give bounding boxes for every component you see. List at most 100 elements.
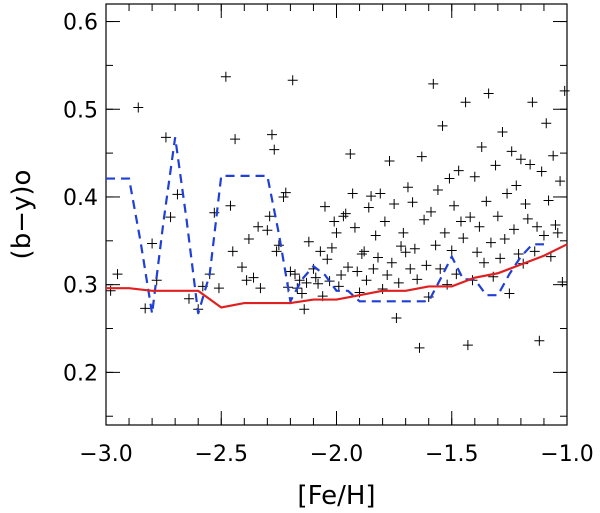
data-point xyxy=(375,188,386,199)
data-point xyxy=(301,277,312,288)
data-point xyxy=(278,191,289,202)
data-point xyxy=(527,97,538,108)
data-point xyxy=(273,240,284,251)
data-point xyxy=(476,141,487,152)
data-point xyxy=(426,206,437,217)
data-point xyxy=(499,234,510,245)
data-point xyxy=(310,272,321,283)
data-point xyxy=(465,212,476,223)
data-point xyxy=(428,78,439,89)
data-point xyxy=(386,257,397,268)
data-point xyxy=(266,129,277,140)
data-point xyxy=(502,188,513,199)
data-point xyxy=(492,211,503,222)
data-point xyxy=(421,260,432,271)
data-point xyxy=(393,277,404,288)
scatter-markers xyxy=(105,71,570,353)
data-point xyxy=(439,227,450,238)
data-point xyxy=(550,220,561,231)
data-point xyxy=(490,160,501,171)
data-point xyxy=(227,246,238,257)
data-point xyxy=(407,197,418,208)
data-point xyxy=(285,266,296,277)
data-point xyxy=(147,238,158,249)
data-point xyxy=(255,283,266,294)
data-point xyxy=(525,159,536,170)
data-point xyxy=(290,269,301,280)
data-point xyxy=(315,246,326,257)
data-point xyxy=(497,127,508,138)
data-point xyxy=(400,247,411,258)
y-tick-label: 0.4 xyxy=(63,186,98,211)
data-point xyxy=(349,222,360,233)
data-point xyxy=(271,246,282,257)
x-tick-label: −1.5 xyxy=(425,442,478,467)
data-point xyxy=(299,304,310,315)
data-point xyxy=(370,230,381,241)
data-point xyxy=(363,202,374,213)
x-tick-label: −2.5 xyxy=(195,442,248,467)
data-point xyxy=(372,252,383,263)
data-point xyxy=(446,245,457,256)
data-point xyxy=(391,312,402,323)
x-tick-label: −1.0 xyxy=(540,442,593,467)
data-point xyxy=(483,88,494,99)
data-point xyxy=(329,216,340,227)
data-point xyxy=(264,211,275,222)
data-point xyxy=(322,254,333,265)
data-point xyxy=(522,213,533,224)
data-point xyxy=(534,335,545,346)
data-point xyxy=(183,293,194,304)
data-point xyxy=(352,266,363,277)
data-point xyxy=(172,189,183,200)
data-point xyxy=(343,262,354,273)
data-point xyxy=(437,120,448,131)
data-point xyxy=(213,283,224,294)
data-point xyxy=(361,275,372,286)
data-point xyxy=(303,236,314,247)
data-point xyxy=(536,166,547,177)
data-point xyxy=(112,269,123,280)
data-point xyxy=(485,237,496,248)
data-point xyxy=(444,173,455,184)
data-point xyxy=(432,184,443,195)
data-point xyxy=(236,262,247,273)
data-point xyxy=(248,272,259,283)
axis-ticks xyxy=(105,4,568,425)
data-point xyxy=(340,208,351,219)
solid-red-series xyxy=(106,243,568,309)
data-point xyxy=(430,240,441,251)
data-point xyxy=(462,340,473,351)
data-point xyxy=(455,216,466,227)
y-tick-label: 0.3 xyxy=(63,274,98,299)
data-point xyxy=(345,148,356,159)
data-point xyxy=(469,171,480,182)
data-point xyxy=(435,263,446,274)
data-point xyxy=(356,248,367,259)
data-point xyxy=(241,275,252,286)
data-point xyxy=(419,214,430,225)
data-point xyxy=(253,221,264,232)
data-point xyxy=(548,150,559,161)
data-point xyxy=(160,132,171,143)
data-point xyxy=(405,263,416,274)
data-point xyxy=(296,288,307,299)
data-point xyxy=(326,242,337,253)
data-point xyxy=(331,227,342,238)
data-point xyxy=(287,75,298,86)
y-tick-label: 0.6 xyxy=(63,11,98,36)
data-point xyxy=(557,277,568,288)
x-tick-labels: −3.0 −2.5 −2.0 −1.5 −1.0 xyxy=(79,442,593,467)
data-point xyxy=(453,165,464,176)
data-point xyxy=(313,278,324,289)
data-point xyxy=(336,270,347,281)
data-point xyxy=(479,257,490,268)
data-point xyxy=(269,144,280,155)
dashed-blue-series xyxy=(106,137,544,314)
data-point xyxy=(377,284,388,295)
x-axis-title: [Fe/H] xyxy=(297,481,375,511)
data-point xyxy=(458,233,469,244)
data-point xyxy=(543,195,554,206)
data-point xyxy=(508,224,519,235)
data-point xyxy=(474,221,485,232)
